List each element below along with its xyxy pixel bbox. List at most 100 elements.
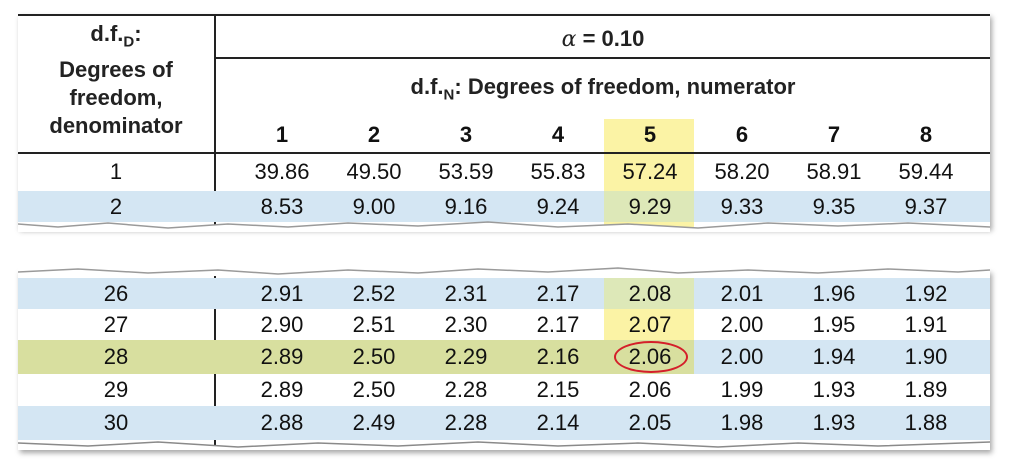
table-cell: 1.94 bbox=[812, 344, 856, 369]
table-cell: 2.51 bbox=[352, 312, 396, 337]
row-blue-remainder bbox=[694, 340, 990, 374]
table-cell: 2.90 bbox=[260, 312, 304, 337]
column-header-5: 5 bbox=[643, 122, 657, 147]
table-cell: 2.08 bbox=[628, 281, 672, 306]
table-cell: 2.89 bbox=[260, 377, 304, 402]
table-cell: 2.88 bbox=[260, 410, 304, 435]
table-cell: 1.93 bbox=[812, 410, 856, 435]
header-bottom-rule bbox=[18, 152, 990, 154]
vertical-divider bbox=[214, 16, 216, 228]
table-cell: 2.06 bbox=[628, 377, 672, 402]
table-cell: 8.53 bbox=[260, 194, 304, 219]
table-cell: 2.16 bbox=[536, 344, 580, 369]
column-header-3: 3 bbox=[459, 122, 473, 147]
table-cell: 9.33 bbox=[720, 194, 764, 219]
dfd-symbol-line: d.f.D: bbox=[90, 21, 142, 51]
table-cell: 2.28 bbox=[444, 377, 488, 402]
table-cell: 2.00 bbox=[720, 344, 764, 369]
top-rule bbox=[18, 14, 990, 16]
table-cell: 2.15 bbox=[536, 377, 580, 402]
table-cell: 1.88 bbox=[904, 410, 948, 435]
torn-edge-bottom-piece bbox=[18, 264, 990, 275]
table-cell: 49.50 bbox=[346, 159, 402, 184]
highlight-column-cell bbox=[604, 309, 694, 340]
dfn-header: d.f.N: Degrees of freedom, numerator bbox=[410, 74, 796, 104]
row-label: 1 bbox=[109, 159, 123, 184]
column-header-6: 6 bbox=[735, 122, 749, 147]
table-cell: 53.59 bbox=[438, 159, 494, 184]
table-cell: 39.86 bbox=[254, 159, 310, 184]
row-label: 2 bbox=[109, 194, 123, 219]
dfd-line-3: denominator bbox=[49, 113, 183, 139]
torn-edge-top-piece bbox=[18, 221, 990, 232]
column-header-1: 1 bbox=[275, 122, 289, 147]
table-cell: 9.29 bbox=[628, 194, 672, 219]
column-header-8: 8 bbox=[919, 122, 933, 147]
table-cell: 2.17 bbox=[536, 312, 580, 337]
table-row-df-2: 2 8.53 9.00 9.16 9.24 9.29 9.33 9.35 9.3… bbox=[18, 191, 990, 222]
table-cell: 1.90 bbox=[904, 344, 948, 369]
table-cell: 57.24 bbox=[622, 159, 678, 184]
table-top-section: d.f.D: Degrees of freedom, denominator α… bbox=[18, 14, 990, 232]
table-cell: 2.50 bbox=[352, 377, 396, 402]
table-cell: 2.05 bbox=[628, 410, 672, 435]
table-bottom-section: 26 2.91 2.52 2.31 2.17 2.08 2.01 1.96 1.… bbox=[18, 264, 990, 450]
table-cell: 9.37 bbox=[904, 194, 948, 219]
table-cell: 9.24 bbox=[536, 194, 580, 219]
highlight-column-cell bbox=[604, 278, 694, 309]
table-cell: 2.52 bbox=[352, 281, 396, 306]
table-cell: 2.28 bbox=[444, 410, 488, 435]
row-label: 26 bbox=[103, 281, 129, 306]
table-row-df-27: 27 2.90 2.51 2.30 2.17 2.07 2.00 1.95 1.… bbox=[18, 309, 990, 340]
table-cell: 1.99 bbox=[720, 377, 764, 402]
table-cell: 2.17 bbox=[536, 281, 580, 306]
column-header-2: 2 bbox=[367, 122, 381, 147]
torn-edge-bottom bbox=[18, 441, 990, 448]
highlight-row-band bbox=[18, 340, 694, 374]
table-cell: 2.91 bbox=[260, 281, 304, 306]
table-cell: 2.29 bbox=[444, 344, 488, 369]
table-cell: 1.96 bbox=[812, 281, 856, 306]
table-cell: 1.98 bbox=[720, 410, 764, 435]
dfd-header: d.f.D: Degrees of freedom, denominator bbox=[18, 20, 214, 140]
critical-value-circle bbox=[614, 341, 688, 373]
table-cell: 58.20 bbox=[714, 159, 770, 184]
table-cell: 59.44 bbox=[898, 159, 954, 184]
critical-value-cell: 2.06 bbox=[628, 344, 672, 369]
table-cell: 1.93 bbox=[812, 377, 856, 402]
table-cell: 2.14 bbox=[536, 410, 580, 435]
table-cell: 2.50 bbox=[352, 344, 396, 369]
dfd-line-2: freedom, bbox=[69, 85, 163, 111]
table-cell: 2.89 bbox=[260, 344, 304, 369]
dfd-line-1: Degrees of bbox=[59, 57, 173, 83]
table-cell: 9.00 bbox=[352, 194, 396, 219]
alpha-rule bbox=[216, 57, 990, 59]
table-cell: 9.35 bbox=[812, 194, 856, 219]
table-cell: 1.89 bbox=[904, 377, 948, 402]
highlight-column-cell bbox=[604, 191, 694, 222]
table-cell: 2.49 bbox=[352, 410, 396, 435]
table-cell: 2.01 bbox=[720, 281, 764, 306]
table-cell: 2.00 bbox=[720, 312, 764, 337]
table-cell: 2.30 bbox=[444, 312, 488, 337]
table-cell: 9.16 bbox=[444, 194, 488, 219]
table-row-df-30: 30 2.88 2.49 2.28 2.14 2.05 1.98 1.93 1.… bbox=[18, 406, 990, 440]
column-header-4: 4 bbox=[551, 122, 565, 147]
column-header-7: 7 bbox=[827, 122, 841, 147]
table-row-df-28: 28 2.89 2.50 2.29 2.16 2.06 2.00 1.94 1.… bbox=[18, 340, 990, 374]
table-cell: 2.31 bbox=[444, 281, 488, 306]
table-cell: 55.83 bbox=[530, 159, 586, 184]
row-label: 27 bbox=[103, 312, 129, 337]
table-row-df-1: 1 39.86 49.50 53.59 55.83 57.24 58.20 58… bbox=[18, 156, 990, 187]
table-cell: 2.07 bbox=[628, 312, 672, 337]
table-cell: 1.92 bbox=[904, 281, 948, 306]
table-row-df-26: 26 2.91 2.52 2.31 2.17 2.08 2.01 1.96 1.… bbox=[18, 278, 990, 309]
alpha-header: α = 0.10 bbox=[561, 26, 645, 52]
table-cell: 58.91 bbox=[806, 159, 862, 184]
row-label: 28 bbox=[103, 344, 129, 369]
table-cell: 1.91 bbox=[904, 312, 948, 337]
column-header-row: 1 2 3 4 5 6 7 8 bbox=[18, 119, 990, 150]
row-label: 30 bbox=[103, 410, 129, 435]
table-cell: 1.95 bbox=[812, 312, 856, 337]
row-label: 29 bbox=[103, 377, 129, 402]
